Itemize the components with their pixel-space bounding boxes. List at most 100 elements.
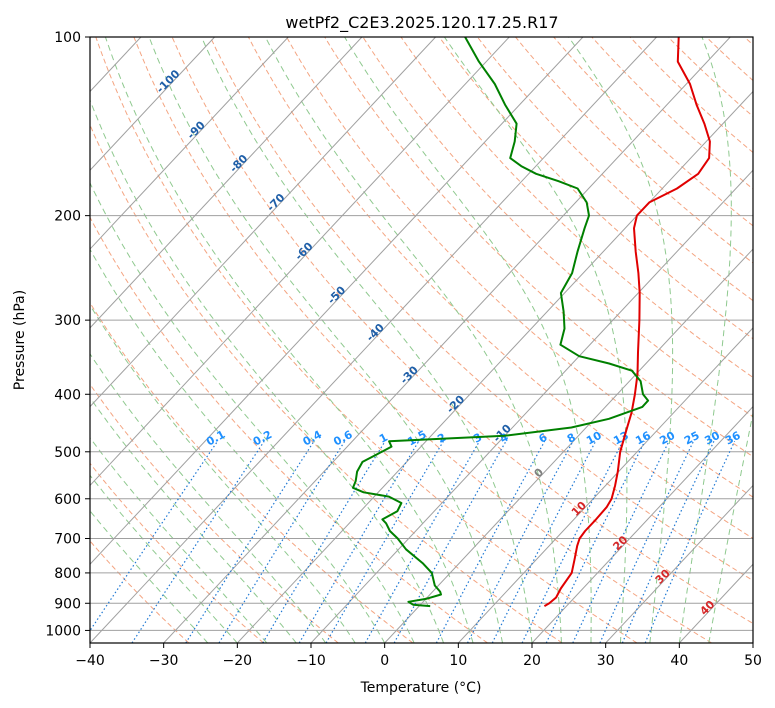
y-tick-label: 800 [54, 566, 81, 582]
dry-adiabat-line [171, 37, 753, 625]
y-tick-label: 400 [54, 387, 81, 403]
isotherm-label: -70 [264, 191, 287, 214]
moist-adiabat-line [90, 510, 209, 643]
y-tick-label: 1000 [45, 623, 81, 639]
y-tick-label: 500 [54, 445, 81, 461]
mixing-ratio-line [325, 440, 444, 643]
moist-adiabat-line [708, 410, 753, 643]
dry-adiabat-line [90, 216, 488, 643]
mixing-ratio-line [621, 441, 715, 643]
isotherm-line [752, 642, 753, 643]
mixing-ratio-line [545, 441, 646, 643]
dry-adiabats [90, 24, 775, 643]
isotherm-label: -20 [444, 393, 467, 416]
x-tick-label: −40 [75, 653, 105, 669]
mixing-ratio-line [298, 440, 420, 643]
dry-adiabat-line [247, 37, 753, 540]
mixing-ratio-label: 0.4 [301, 428, 325, 449]
dry-adiabat-line [400, 37, 753, 379]
mixing-ratio-label: 1.5 [405, 428, 428, 449]
mixing-ratio-line [491, 441, 597, 643]
dry-adiabat-line [768, 24, 775, 643]
isotherm-label: -30 [398, 363, 421, 386]
isotherm-line [90, 37, 436, 408]
x-axis-title: Temperature (°C) [360, 680, 482, 696]
mixing-ratio-label: 16 [633, 429, 653, 448]
y-axis-ticks: 100 200 300 400 500 600 700 800 900 1000 [45, 30, 90, 639]
isotherm-line [90, 37, 215, 172]
dry-adiabat-line [438, 37, 753, 340]
isotherm-label: -100 [154, 67, 183, 96]
isotherm-line [90, 37, 657, 643]
chart-title: wetPf2_C2E3.2025.120.17.25.R17 [285, 13, 558, 33]
x-tick-label: 30 [597, 653, 615, 669]
isotherm-line [163, 37, 731, 643]
mixing-ratio-label: 1 [377, 431, 390, 446]
dry-adiabat-line [362, 37, 753, 418]
plot-area: -100-90-80-70-60-50-40-30-20-10010203040… [0, 24, 775, 643]
isotherm-line [90, 37, 584, 565]
mixing-ratio-line [131, 440, 265, 643]
moist-adiabat-line [201, 37, 533, 643]
isotherm-line [90, 37, 289, 250]
isotherm-line [384, 248, 753, 643]
x-tick-label: 10 [449, 653, 467, 669]
moist-adiabat-line [344, 37, 592, 643]
isotherm-line [90, 37, 363, 329]
moist-adiabat-line [264, 37, 562, 643]
mixing-ratio-line [364, 440, 480, 643]
isotherm-label: -50 [325, 283, 348, 306]
isotherm-line [0, 37, 67, 643]
y-axis-title: Pressure (hPa) [12, 290, 28, 390]
dry-adiabat-line [324, 37, 753, 458]
isotherm-line [90, 37, 510, 487]
moist-adiabat-line [678, 37, 732, 643]
dry-adiabat-line [286, 37, 753, 498]
isotherm-line [457, 327, 753, 643]
mixing-ratio-line [185, 440, 315, 643]
mixing-ratio-label: 36 [723, 429, 743, 448]
mixing-ratio-label: 30 [702, 429, 722, 448]
x-tick-label: 0 [380, 653, 389, 669]
mixing-ratio-line [90, 440, 218, 632]
isotherm-line [605, 484, 753, 643]
isotherm-label: -40 [364, 321, 387, 344]
y-tick-label: 100 [54, 30, 81, 46]
mixing-ratio-label: 25 [682, 429, 702, 448]
mixing-ratio-label: 10 [584, 429, 604, 448]
moist-adiabat-line [90, 304, 356, 643]
y-tick-label: 600 [54, 492, 81, 508]
moist-adiabat-line [90, 181, 415, 643]
y-tick-label: 900 [54, 596, 81, 612]
isotherms [0, 37, 753, 643]
moist-adiabat-line [90, 248, 386, 643]
mixing-ratio-line [644, 441, 736, 643]
mixing-ratio-line [218, 440, 346, 643]
moist-adiabat-line [90, 396, 297, 643]
x-tick-label: 40 [670, 653, 688, 669]
mixing-ratio-line [393, 441, 507, 643]
dry-adiabat-line [705, 37, 753, 82]
plot-frame [89, 36, 754, 644]
moist-adiabats [90, 37, 753, 643]
y-tick-label: 300 [54, 313, 81, 329]
x-tick-label: 50 [744, 653, 762, 669]
mixing-ratio-label: 13 [611, 429, 631, 448]
isotherm-line [310, 169, 753, 643]
dewpoint-profile-line [352, 37, 650, 608]
y-tick-label: 700 [54, 532, 81, 548]
isotherm-line [678, 563, 753, 643]
x-tick-label: 20 [523, 653, 541, 669]
dry-adiabat-line [209, 37, 753, 582]
isotherm-line [531, 405, 753, 643]
x-tick-label: −10 [296, 653, 326, 669]
dry-adiabat-line [90, 301, 414, 643]
moist-adiabat-line [443, 37, 628, 643]
mixing-ratio-lines [90, 440, 736, 643]
moist-adiabat-line [568, 37, 674, 643]
mixing-ratio-line [262, 440, 386, 643]
isotherm-label: -90 [185, 118, 208, 141]
dry-adiabat-line [90, 540, 190, 643]
moist-adiabat-line [104, 37, 474, 643]
